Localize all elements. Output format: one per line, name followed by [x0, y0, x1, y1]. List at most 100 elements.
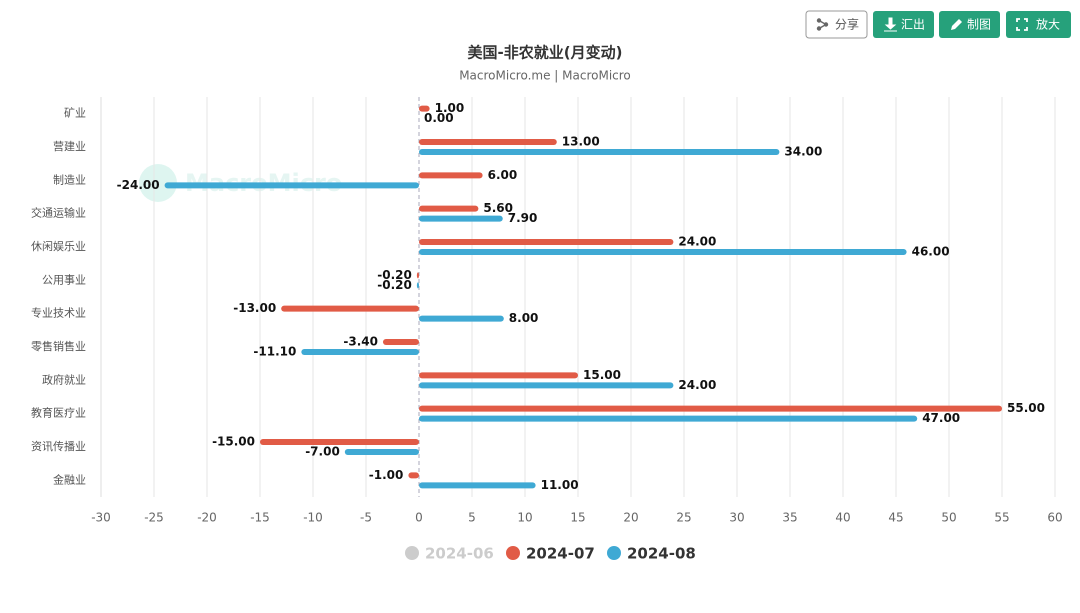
y-tick-label: 政府就业 — [42, 372, 86, 386]
toolbar: 分享 汇出 制图 放大 — [805, 10, 1071, 39]
legend-swatch — [607, 546, 621, 560]
y-tick-label: 资讯传播业 — [31, 439, 86, 453]
expand-icon — [1016, 18, 1028, 31]
bar — [301, 349, 419, 355]
bar — [419, 239, 674, 245]
button-label: 制图 — [967, 18, 991, 32]
chart-title: 美国-非农就业(月变动) — [468, 44, 623, 62]
value-label: -1.00 — [369, 468, 404, 482]
value-label: 34.00 — [784, 145, 822, 159]
value-label: -3.40 — [343, 335, 378, 349]
value-label: 55.00 — [1007, 401, 1045, 415]
x-tick-label: 25 — [676, 511, 691, 525]
bar — [419, 215, 503, 222]
bar — [344, 449, 419, 455]
chart-subtitle: MacroMicro.me | MacroMicro — [459, 69, 631, 83]
x-tick-label: 30 — [729, 511, 744, 525]
legend-swatch — [506, 546, 520, 560]
share-icon — [816, 18, 829, 31]
x-tick-label: 50 — [941, 511, 956, 525]
bar — [408, 472, 419, 479]
x-tick-label: -20 — [197, 511, 217, 525]
value-label: 7.90 — [508, 211, 538, 225]
value-label: 15.00 — [583, 368, 621, 382]
value-label: -13.00 — [233, 301, 276, 315]
value-label: 47.00 — [922, 411, 960, 425]
bar — [382, 339, 419, 345]
y-tick-label: 制造业 — [53, 172, 86, 186]
bar — [419, 149, 780, 155]
button-label: 汇出 — [901, 18, 925, 32]
x-tick-label: -30 — [91, 511, 111, 525]
value-label: 24.00 — [678, 235, 716, 249]
x-tick-label: -15 — [250, 511, 270, 525]
x-tick-label: 60 — [1047, 511, 1062, 525]
y-tick-label: 营建业 — [53, 139, 86, 153]
bar — [419, 405, 1002, 412]
grid — [100, 97, 1056, 497]
x-tick-label: 20 — [623, 511, 638, 525]
x-tick-label: 55 — [994, 511, 1009, 525]
value-label: -0.20 — [377, 278, 412, 292]
value-label: 0.00 — [424, 111, 454, 125]
bar — [419, 105, 430, 112]
x-tick-label: -5 — [360, 511, 372, 525]
value-label: 8.00 — [509, 311, 539, 325]
bar — [419, 482, 536, 489]
bar — [419, 382, 674, 389]
bar — [419, 172, 483, 179]
value-label: 46.00 — [912, 245, 950, 259]
bar — [419, 205, 479, 212]
bar — [260, 439, 419, 445]
value-label: -0.20 — [377, 268, 412, 282]
y-tick-label: 交通运输业 — [31, 206, 86, 220]
bar — [419, 249, 907, 255]
share-button[interactable] — [805, 10, 868, 39]
value-label: -15.00 — [212, 435, 255, 449]
y-tick-label: 休闲娱乐业 — [31, 239, 86, 253]
y-tick-label: 专业技术业 — [31, 306, 86, 320]
value-label: -11.10 — [253, 345, 296, 359]
value-label: 13.00 — [562, 135, 600, 149]
x-tick-label: 0 — [415, 511, 423, 525]
legend-label: 2024-06 — [425, 545, 494, 563]
y-tick-label: 金融业 — [53, 472, 86, 486]
bar — [419, 139, 557, 145]
button-label: 放大 — [1036, 17, 1060, 32]
value-label: 11.00 — [541, 478, 579, 492]
value-label: -7.00 — [305, 445, 340, 459]
x-tick-label: 15 — [570, 511, 585, 525]
y-tick-label: 公用事业 — [42, 273, 86, 286]
y-tick-label: 零售销售业 — [31, 339, 86, 353]
x-tick-label: 10 — [517, 511, 532, 525]
expand-button[interactable] — [1006, 11, 1071, 38]
draw-button[interactable] — [939, 11, 1000, 38]
x-tick-label: -25 — [144, 511, 164, 525]
button-label: 分享 — [835, 17, 859, 32]
bar — [419, 372, 578, 379]
legend-swatch — [405, 546, 419, 560]
bar — [419, 315, 504, 322]
value-label: 5.60 — [483, 201, 513, 215]
export-icon — [884, 17, 897, 32]
legend-label: 2024-07 — [526, 545, 595, 563]
value-label: -24.00 — [117, 178, 160, 192]
value-label: 6.00 — [488, 168, 518, 182]
y-tick-label: 矿业 — [64, 107, 86, 120]
pencil-icon — [951, 19, 962, 30]
bar — [416, 282, 419, 289]
bar — [419, 415, 918, 422]
value-label: 24.00 — [678, 378, 716, 392]
x-tick-label: 5 — [468, 511, 476, 525]
bar — [164, 182, 419, 189]
value-label: 1.00 — [435, 101, 465, 115]
x-tick-label: 45 — [888, 511, 903, 525]
y-tick-label: 教育医疗业 — [31, 406, 86, 420]
legend-label: 2024-08 — [627, 545, 696, 563]
x-tick-label: -10 — [303, 511, 323, 525]
x-tick-label: 40 — [835, 511, 850, 525]
x-tick-label: 35 — [782, 511, 797, 525]
watermark-logo — [139, 164, 177, 202]
bar — [281, 305, 419, 312]
